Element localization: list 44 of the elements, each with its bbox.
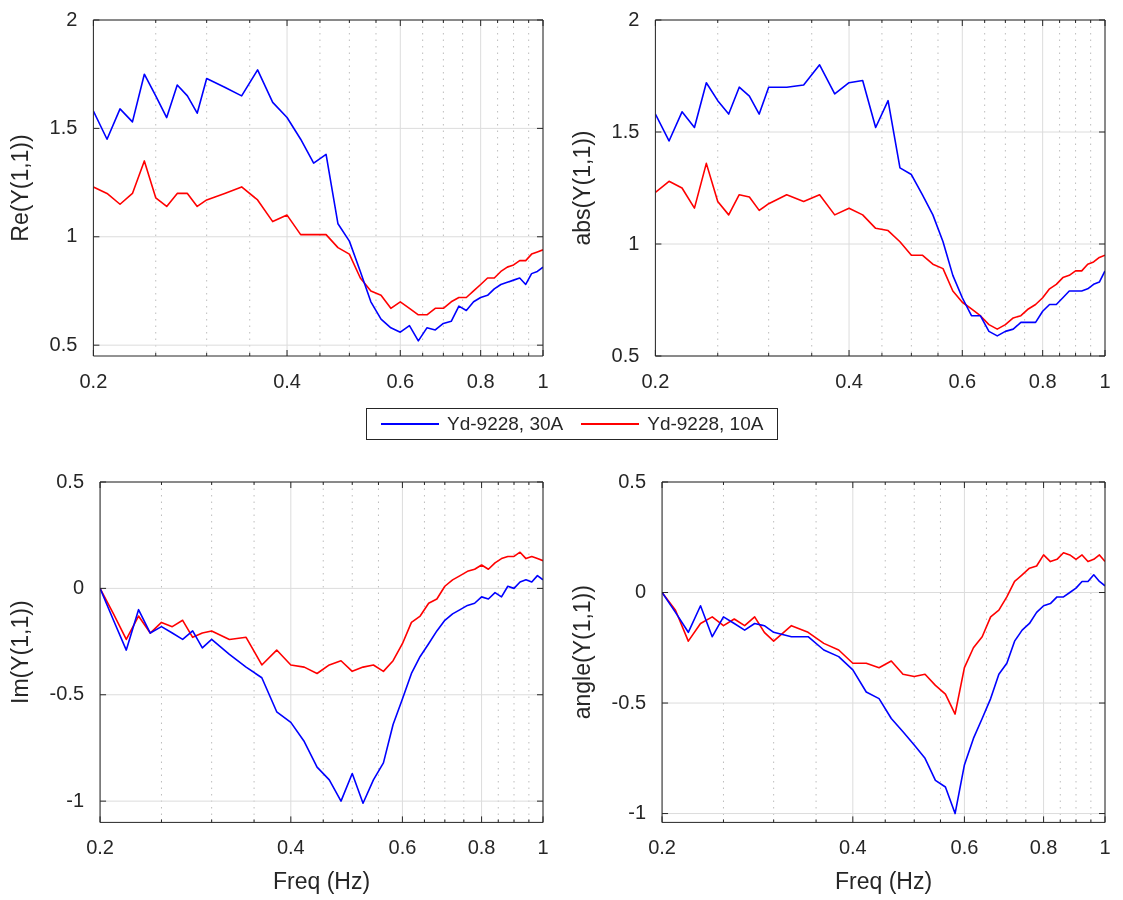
y-tick-label: -0.5 [49,682,85,705]
y-tick-label: 0.5 [611,343,640,366]
y-axis-title: Re(Y(1,1)) [7,134,34,242]
x-axis-title: Freq (Hz) [834,867,933,894]
x-tick-label: 0.8 [466,369,495,392]
y-axis-title: angle(Y(1,1)) [569,585,596,720]
y-tick-label: 0 [72,575,85,598]
x-tick-label: 0.4 [838,835,867,858]
x-tick-label: 1 [537,369,549,392]
x-tick-label: 0.2 [86,835,114,858]
y-tick-label: 2 [66,7,78,30]
x-tick-label: 0.8 [1028,369,1057,392]
x-tick-label: 0.8 [467,835,496,858]
x-tick-label: 0.4 [276,835,305,858]
x-tick-label: 1 [1099,369,1111,392]
x-tick-label: 1 [537,835,549,858]
y-tick-label: -1 [628,801,647,824]
y-axis-title: Im(Y(1,1)) [7,600,34,704]
x-tick-label: 0.2 [648,835,676,858]
legend-label: Yd-9228, 30A [447,413,564,435]
x-tick-label: 0.6 [388,835,417,858]
y-tick-label: 2 [628,7,640,30]
x-tick-label: 0.4 [835,369,863,392]
y-tick-label: 1.5 [49,115,78,138]
y-tick-label: -0.5 [611,690,647,713]
x-tick-label: 0.8 [1029,835,1058,858]
x-tick-label: 0.2 [641,369,670,392]
y-tick-label: 1.5 [611,119,640,142]
x-tick-label: 0.4 [273,369,301,392]
x-tick-label: 0.6 [386,369,415,392]
x-tick-label: 1 [1099,835,1111,858]
x-tick-label: 0.6 [950,835,979,858]
y-tick-label: 0.5 [56,469,85,492]
y-axis-title: abs(Y(1,1)) [569,130,596,246]
x-tick-label: 0.2 [79,369,108,392]
legend-label: Yd-9228, 10A [647,413,764,435]
x-axis-title: Freq (Hz) [272,867,371,894]
y-tick-label: -1 [66,788,85,811]
y-tick-label: 0 [634,580,647,603]
y-tick-label: 0.5 [49,332,78,355]
y-tick-label: 0.5 [618,469,647,492]
y-tick-label: 1 [628,231,640,254]
x-tick-label: 0.6 [948,369,977,392]
y-tick-label: 1 [66,224,78,247]
